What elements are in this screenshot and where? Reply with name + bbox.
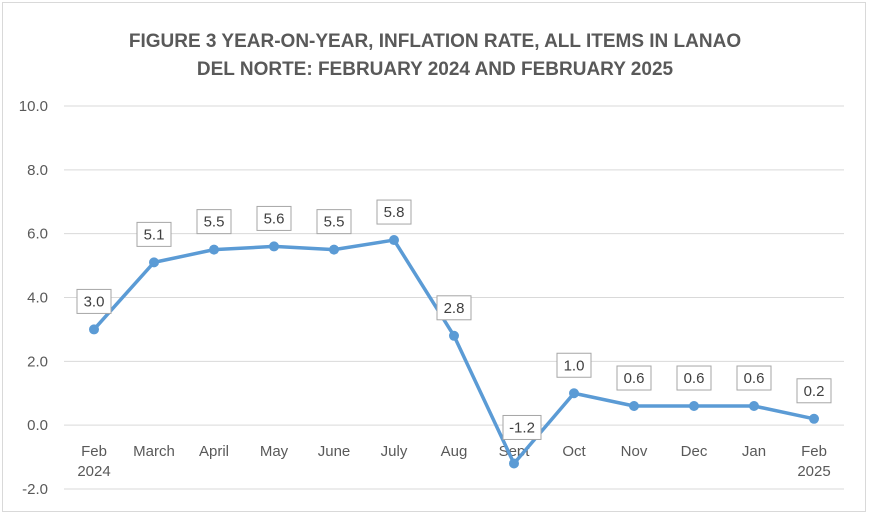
data-label-box [256,205,292,231]
chart-title: FIGURE 3 YEAR-ON-YEAR, INFLATION RATE, A… [0,28,870,84]
inflation-line [92,238,816,466]
data-label: 2.8 [436,295,472,321]
chart-title-line-2: DEL NORTE: FEBRUARY 2024 AND FEBRUARY 20… [196,59,674,80]
x-tick-label: 2025 [797,463,830,480]
x-tick-label: Jan [742,443,766,460]
data-point [809,413,819,424]
data-point [149,257,159,268]
data-label-text: 2.8 [444,300,465,317]
y-tick-label: -2.0 [22,481,48,498]
data-label-box [556,352,592,378]
data-label: 5.1 [136,221,172,247]
data-point [209,244,219,255]
y-tick-label: 10.0 [19,98,48,115]
data-label-text: 0.2 [804,383,825,400]
x-tick-label: April [199,443,229,460]
y-tick-label: 8.0 [27,162,48,179]
data-label-text: 0.6 [684,370,705,387]
data-points [89,235,819,469]
data-label-box [502,414,542,440]
data-label-box [736,365,772,391]
data-label-text: 0.6 [744,370,765,387]
data-point [449,330,459,341]
data-label: 5.5 [196,209,232,235]
y-tick-label: 0.0 [27,417,48,434]
y-axis-tick-labels: -2.0 0.0 2.0 4.0 6.0 8.0 10.0 [19,98,48,498]
x-tick-label: May [260,443,289,460]
data-point [689,401,699,412]
data-point [509,458,519,469]
data-label-text: 5.5 [204,214,225,231]
data-label: 0.2 [796,378,832,404]
data-label-box [76,288,112,314]
x-tick-label: Nov [621,443,648,460]
x-tick-label: March [133,443,175,460]
data-label-text: 1.0 [564,357,585,374]
data-point [329,244,339,255]
x-tick-label: Dec [681,443,708,460]
x-tick-label: June [318,443,351,460]
x-tick-label: Aug [441,443,468,460]
x-tick-label: 2024 [77,463,110,480]
data-label-text: 5.8 [384,204,405,221]
data-label-box [436,295,472,321]
data-point [569,388,579,399]
x-tick-label: Feb [801,443,827,460]
data-label-box [316,209,352,235]
series-line [92,238,816,466]
data-label-text: -1.2 [509,419,535,436]
data-label: 0.6 [676,365,712,391]
data-label: 0.6 [616,365,652,391]
data-label: 5.6 [256,205,292,231]
data-point [749,401,759,412]
chart-title-line-1: FIGURE 3 YEAR-ON-YEAR, INFLATION RATE, A… [128,31,742,52]
data-label-text: 0.6 [624,370,645,387]
data-label-box [796,378,832,404]
data-labels: 3.0 5.1 5.5 5.6 5.5 5.8 2.8 -1.2 1.0 0.6 0.6 0.6 0.2 [76,199,832,440]
data-label-text: 5.5 [324,214,345,231]
data-point [629,401,639,412]
data-label-box [616,365,652,391]
data-label-box [676,365,712,391]
data-label-box [136,221,172,247]
data-label-box [376,199,412,225]
data-point [89,324,99,335]
data-label-text: 5.6 [264,210,285,227]
x-tick-label: July [381,443,408,460]
x-tick-label: Oct [562,443,586,460]
x-tick-label: Feb [81,443,107,460]
data-label-box [196,209,232,235]
data-label-text: 5.1 [144,226,165,243]
data-label: 5.5 [316,209,352,235]
data-point [389,235,399,246]
data-label: 3.0 [76,288,112,314]
y-tick-label: 6.0 [27,226,48,243]
data-label: -1.2 [502,414,542,440]
data-label-text: 3.0 [84,293,105,310]
y-tick-label: 2.0 [27,353,48,370]
y-tick-label: 4.0 [27,290,48,307]
data-label: 1.0 [556,352,592,378]
data-label: 0.6 [736,365,772,391]
data-label: 5.8 [376,199,412,225]
data-point [269,241,279,252]
